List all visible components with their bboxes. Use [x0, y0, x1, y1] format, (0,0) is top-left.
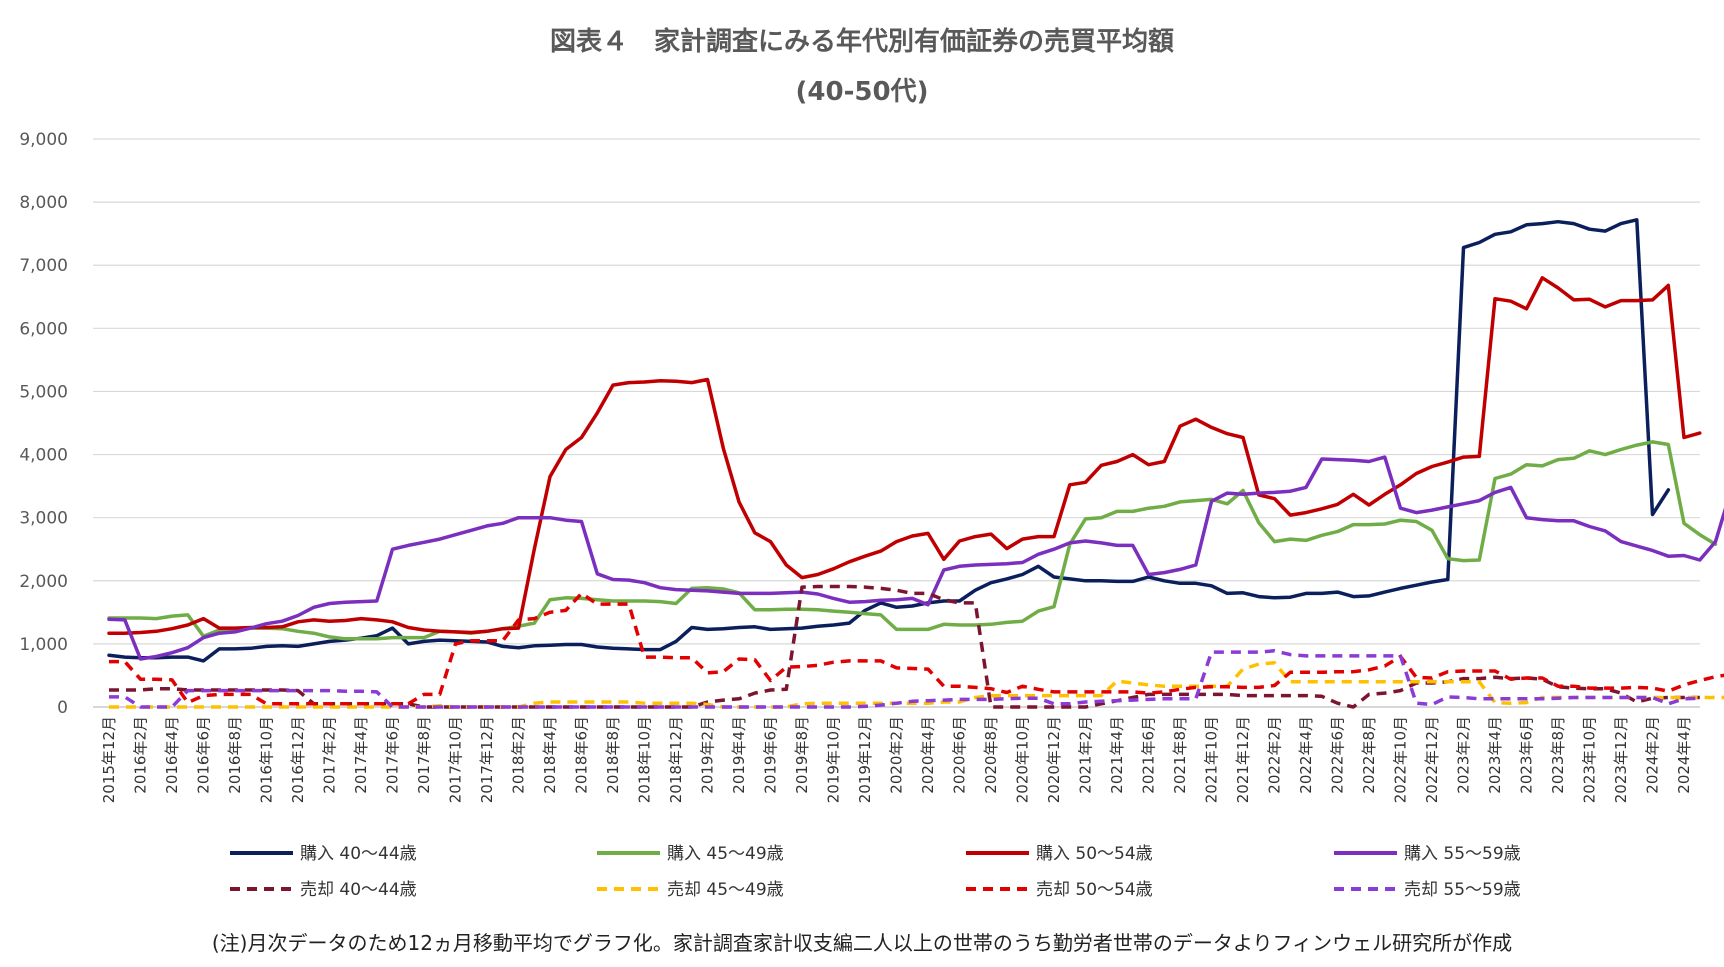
x-tick-label: 2017年6月 [384, 716, 402, 794]
x-tick-label: 2022年2月 [1266, 716, 1284, 794]
x-tick-label: 2023年6月 [1518, 716, 1536, 794]
x-tick-label: 2016年8月 [226, 716, 244, 794]
series-line [107, 440, 1718, 641]
x-tick-label: 2023年12月 [1612, 716, 1630, 803]
x-tick-label: 2018年4月 [541, 716, 559, 794]
legend-label: 売却 50～54歳 [1036, 880, 1153, 900]
x-tick-label: 2019年6月 [762, 716, 780, 794]
series-line [107, 218, 1671, 663]
y-tick-label: 3,000 [19, 509, 68, 529]
x-tick-label: 2024年4月 [1675, 716, 1693, 794]
x-tick-label: 2016年4月 [163, 716, 181, 794]
x-tick-label: 2019年8月 [793, 716, 811, 794]
x-tick-label: 2023年2月 [1455, 716, 1473, 794]
series-line [109, 661, 1724, 709]
x-tick-label: 2021年4月 [1108, 716, 1126, 794]
x-tick-label: 2023年10月 [1581, 716, 1599, 803]
y-tick-label: 0 [57, 698, 68, 718]
legend-label: 購入 55～59歳 [1404, 844, 1521, 864]
legend-label: 売却 55～59歳 [1404, 880, 1521, 900]
x-axis-ticks: 2015年12月 2016年2月 2016年4月 2016年6月 2016年8月 2016… [100, 716, 1693, 803]
x-tick-label: 2016年12月 [289, 716, 307, 803]
legend-label: 売却 45～49歳 [667, 880, 784, 900]
y-tick-label: 1,000 [19, 635, 68, 655]
x-tick-label: 2018年10月 [636, 716, 654, 803]
x-tick-label: 2021年10月 [1203, 716, 1221, 803]
chart-subtitle: (40-50代) [796, 77, 929, 107]
series-line [109, 649, 1700, 709]
x-tick-label: 2020年4月 [919, 716, 937, 794]
x-tick-label: 2023年8月 [1549, 716, 1567, 794]
series-lines [107, 218, 1724, 709]
x-tick-label: 2022年8月 [1360, 716, 1378, 794]
y-tick-label: 4,000 [19, 446, 68, 466]
x-tick-label: 2022年4月 [1297, 716, 1315, 794]
series-line [107, 455, 1724, 661]
x-tick-label: 2021年12月 [1234, 716, 1252, 803]
x-tick-label: 2017年2月 [321, 716, 339, 794]
legend-label: 売却 40～44歳 [300, 880, 417, 900]
x-tick-label: 2024年2月 [1644, 716, 1662, 794]
y-axis-ticks: 0 1,000 2,000 3,000 4,000 5,000 6,000 7,000 8,00… [19, 130, 68, 718]
x-tick-label: 2019年4月 [730, 716, 748, 794]
y-tick-label: 5,000 [19, 382, 68, 402]
x-tick-label: 2019年2月 [699, 716, 717, 794]
y-tick-label: 9,000 [19, 130, 68, 150]
series-line [109, 584, 1700, 709]
x-tick-label: 2020年2月 [888, 716, 906, 794]
x-tick-label: 2020年8月 [982, 716, 1000, 794]
x-tick-label: 2016年2月 [132, 716, 150, 794]
y-tick-label: 6,000 [19, 319, 68, 339]
x-tick-label: 2021年2月 [1077, 716, 1095, 794]
legend-label: 購入 50～54歳 [1036, 844, 1153, 864]
y-tick-label: 8,000 [19, 193, 68, 213]
x-tick-label: 2018年6月 [573, 716, 591, 794]
x-tick-label: 2020年12月 [1045, 716, 1063, 803]
x-tick-label: 2023年4月 [1486, 716, 1504, 794]
x-tick-label: 2017年10月 [447, 716, 465, 803]
x-tick-label: 2019年12月 [856, 716, 874, 803]
x-tick-label: 2018年8月 [604, 716, 622, 794]
x-tick-label: 2019年10月 [825, 716, 843, 803]
series-line [107, 276, 1702, 635]
x-tick-label: 2022年10月 [1392, 716, 1410, 803]
x-tick-label: 2020年10月 [1014, 716, 1032, 803]
x-tick-label: 2021年8月 [1171, 716, 1189, 794]
x-tick-label: 2020年6月 [951, 716, 969, 794]
x-tick-label: 2017年12月 [478, 716, 496, 803]
x-tick-label: 2016年6月 [195, 716, 213, 794]
x-tick-label: 2017年4月 [352, 716, 370, 794]
chart-title: 図表４ 家計調査にみる年代別有価証券の売買平均額 [550, 26, 1174, 57]
x-tick-label: 2017年8月 [415, 716, 433, 794]
x-tick-label: 2022年6月 [1329, 716, 1347, 794]
x-tick-label: 2021年6月 [1140, 716, 1158, 794]
legend-label: 購入 40～44歳 [300, 844, 417, 864]
y-tick-label: 7,000 [19, 256, 68, 276]
y-tick-label: 2,000 [19, 572, 68, 592]
x-tick-label: 2015年12月 [100, 716, 118, 803]
x-tick-label: 2016年10月 [258, 716, 276, 803]
legend-label: 購入 45～49歳 [667, 844, 784, 864]
x-tick-label: 2018年2月 [510, 716, 528, 794]
footnote: (注)月次データのため12ヵ月移動平均でグラフ化。家計調査家計収支編二人以上の世… [212, 931, 1512, 955]
x-tick-label: 2022年12月 [1423, 716, 1441, 803]
x-tick-label: 2018年12月 [667, 716, 685, 803]
gridlines [93, 138, 1700, 708]
